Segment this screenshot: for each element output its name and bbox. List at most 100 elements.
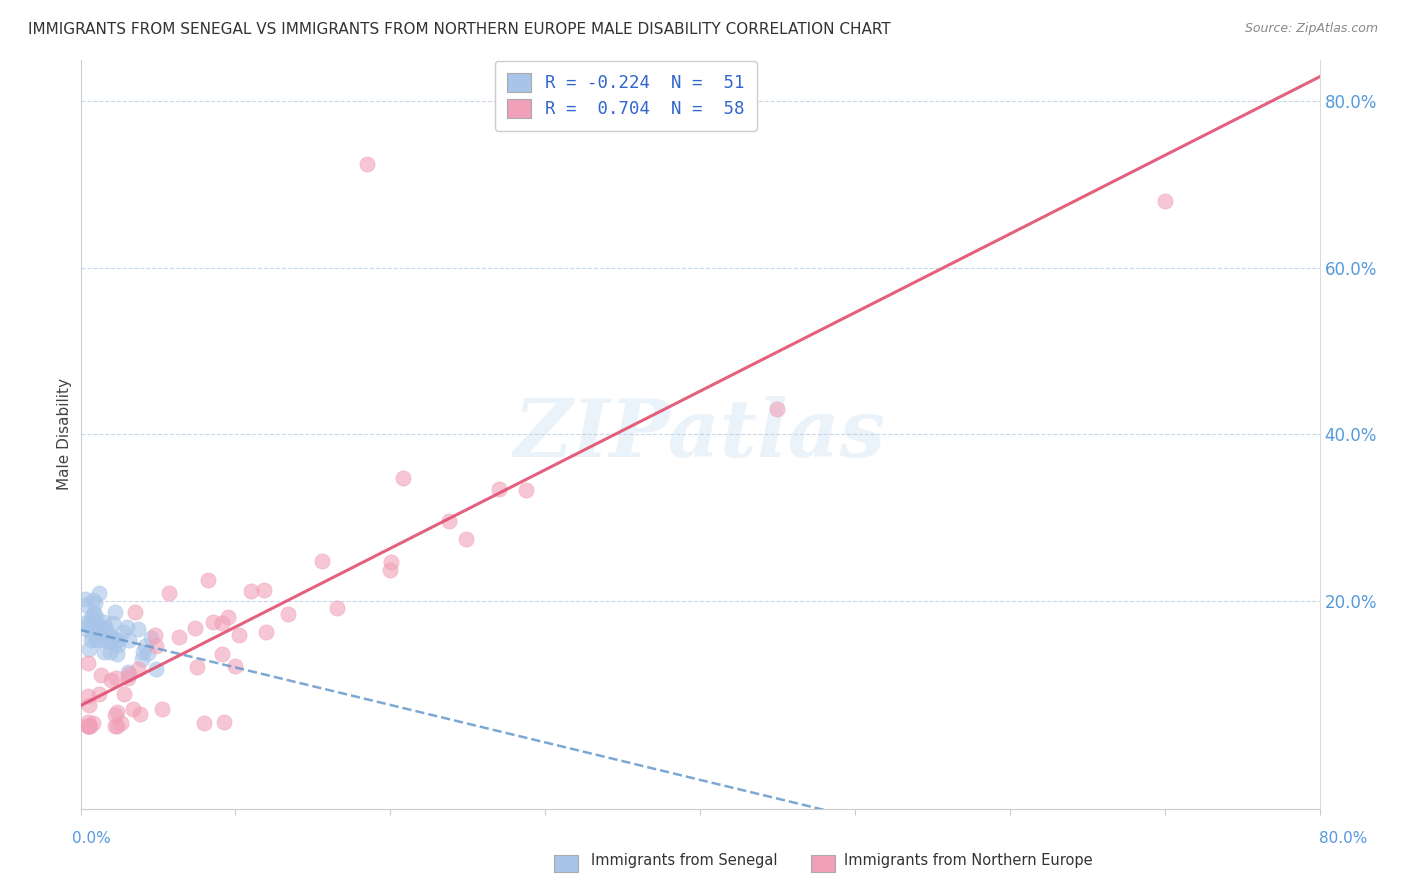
Text: ZIPatlas: ZIPatlas bbox=[515, 395, 886, 473]
Point bbox=[110, 715, 132, 730]
Point bbox=[82, 593, 104, 607]
Point bbox=[105, 634, 128, 648]
Text: Immigrants from Senegal: Immigrants from Senegal bbox=[591, 854, 778, 868]
Point bbox=[98, 645, 121, 659]
Point bbox=[89, 620, 111, 634]
Point bbox=[167, 631, 190, 645]
Point bbox=[488, 482, 510, 496]
Point bbox=[80, 609, 103, 624]
Point bbox=[83, 596, 105, 610]
Point bbox=[277, 607, 299, 621]
Point bbox=[118, 632, 141, 647]
Point bbox=[77, 719, 100, 733]
Point bbox=[82, 716, 104, 731]
Point bbox=[100, 630, 122, 644]
Point bbox=[104, 707, 127, 722]
Point bbox=[100, 673, 122, 687]
Point bbox=[93, 620, 115, 634]
Point bbox=[105, 632, 128, 647]
Legend: R = -0.224  N =  51, R =  0.704  N =  58: R = -0.224 N = 51, R = 0.704 N = 58 bbox=[495, 61, 756, 130]
Point bbox=[86, 619, 108, 633]
Point bbox=[77, 719, 100, 733]
Point bbox=[127, 622, 149, 636]
Point bbox=[93, 615, 115, 630]
Point bbox=[105, 647, 128, 661]
Point bbox=[127, 662, 149, 676]
Point bbox=[145, 639, 167, 653]
Point bbox=[117, 671, 139, 685]
Point bbox=[80, 632, 103, 647]
Point bbox=[211, 647, 233, 661]
Point bbox=[84, 610, 107, 624]
Point bbox=[139, 631, 162, 645]
Point bbox=[356, 157, 378, 171]
Point bbox=[107, 638, 129, 652]
Point bbox=[80, 628, 103, 642]
Point bbox=[150, 701, 173, 715]
Point bbox=[157, 586, 180, 600]
Point bbox=[77, 698, 100, 712]
Point bbox=[104, 605, 127, 619]
Point bbox=[104, 719, 127, 733]
Point bbox=[82, 615, 104, 629]
Point bbox=[211, 615, 233, 630]
Point bbox=[122, 702, 145, 716]
Point bbox=[380, 555, 402, 569]
Point bbox=[77, 642, 100, 657]
Point bbox=[392, 471, 415, 485]
Point bbox=[311, 554, 333, 568]
Point bbox=[114, 687, 136, 701]
Point bbox=[184, 621, 207, 635]
Point bbox=[439, 514, 461, 528]
Point bbox=[1153, 194, 1175, 209]
Point bbox=[193, 716, 215, 731]
Point bbox=[87, 688, 110, 702]
Point bbox=[197, 573, 219, 587]
Point bbox=[79, 719, 101, 733]
Point bbox=[253, 583, 276, 598]
Point bbox=[117, 620, 139, 634]
Point bbox=[77, 719, 100, 733]
Text: Immigrants from Northern Europe: Immigrants from Northern Europe bbox=[844, 854, 1092, 868]
Point bbox=[228, 628, 250, 642]
Text: 80.0%: 80.0% bbox=[1319, 831, 1367, 846]
Point bbox=[456, 532, 478, 546]
Point bbox=[254, 624, 277, 639]
Point bbox=[77, 719, 100, 733]
Point bbox=[91, 625, 114, 640]
Point bbox=[87, 632, 110, 647]
Point bbox=[89, 622, 111, 636]
Point bbox=[104, 671, 127, 685]
Point bbox=[239, 584, 262, 599]
Point bbox=[766, 402, 789, 417]
Point bbox=[77, 690, 100, 704]
Point bbox=[378, 563, 401, 577]
Point bbox=[101, 615, 124, 630]
Point bbox=[93, 644, 115, 658]
Point bbox=[131, 652, 153, 666]
Point bbox=[76, 599, 98, 613]
Point bbox=[132, 645, 155, 659]
Point bbox=[98, 634, 121, 648]
Point bbox=[87, 621, 110, 635]
Point bbox=[103, 631, 125, 645]
Point bbox=[201, 615, 224, 630]
Point bbox=[224, 659, 246, 673]
Point bbox=[96, 624, 118, 638]
Point bbox=[89, 586, 111, 600]
Point bbox=[105, 705, 128, 719]
FancyBboxPatch shape bbox=[554, 855, 578, 872]
Point bbox=[212, 715, 235, 730]
Point bbox=[90, 668, 112, 682]
Point bbox=[77, 617, 100, 632]
Point bbox=[77, 656, 100, 670]
Point bbox=[96, 629, 118, 643]
Point bbox=[134, 640, 156, 654]
Point bbox=[77, 714, 100, 729]
Y-axis label: Male Disability: Male Disability bbox=[58, 378, 72, 491]
Point bbox=[117, 665, 139, 680]
Text: Source: ZipAtlas.com: Source: ZipAtlas.com bbox=[1244, 22, 1378, 36]
Point bbox=[186, 660, 208, 674]
Point bbox=[86, 624, 108, 639]
Point bbox=[145, 662, 167, 676]
